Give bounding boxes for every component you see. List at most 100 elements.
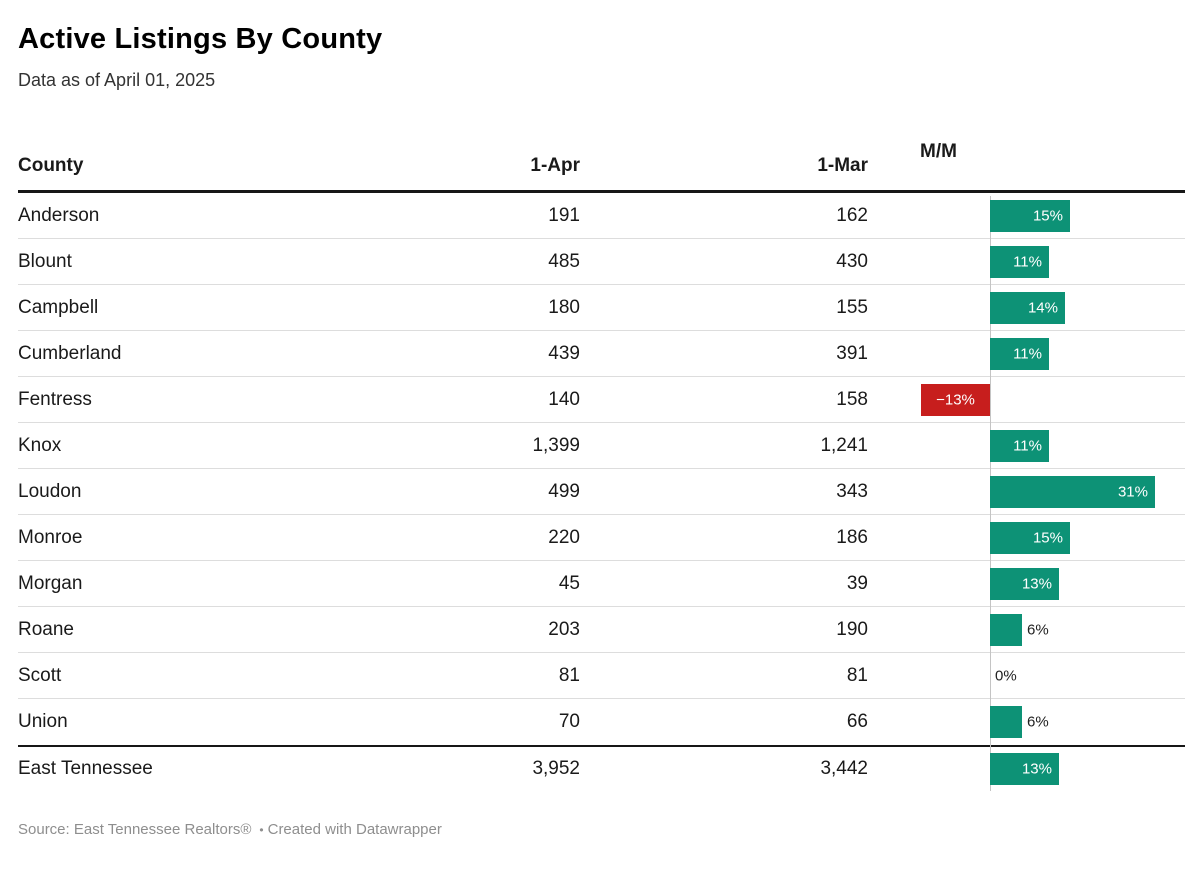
- mm-label: 15%: [1032, 529, 1063, 546]
- county-cell: Blount: [18, 250, 72, 272]
- positive-bar: 11%: [990, 245, 1049, 278]
- mar-value-cell: 155: [836, 296, 868, 318]
- table-row: Fentress 140 158 −13%: [18, 377, 1185, 423]
- table-row: Scott 81 81 0%: [18, 653, 1185, 699]
- county-cell: Roane: [18, 618, 74, 640]
- mar-value-cell: 3,442: [820, 758, 868, 779]
- footer-separator: •: [259, 823, 264, 837]
- mm-bar-cell: 31%: [868, 469, 1185, 514]
- mm-bar-cell: 6%: [868, 699, 1185, 745]
- apr-value-cell: 45: [558, 572, 580, 594]
- apr-value-cell: 203: [548, 618, 580, 640]
- table-row: Blount 485 430 11%: [18, 239, 1185, 285]
- apr-value-cell: 485: [548, 250, 580, 272]
- county-cell: Fentress: [18, 388, 92, 410]
- table-body: Anderson 191 162 15% Blount 485 430 11% Campbell…: [18, 193, 1185, 745]
- apr-value-cell: 1,399: [532, 434, 580, 456]
- positive-bar: [990, 613, 1022, 646]
- apr-value-cell: 191: [548, 204, 580, 226]
- footer: Source: East Tennessee Realtors® • Created…: [18, 821, 1185, 838]
- apr-value-cell: 439: [548, 342, 580, 364]
- mm-label: 11%: [1013, 345, 1042, 362]
- positive-bar: [990, 706, 1022, 738]
- table-row: Campbell 180 155 14%: [18, 285, 1185, 331]
- mm-label: 0%: [995, 667, 1017, 684]
- column-header-county: County: [18, 154, 84, 176]
- mar-value-cell: 186: [836, 526, 868, 548]
- table-row: Loudon 499 343 31%: [18, 469, 1185, 515]
- county-cell: Campbell: [18, 296, 99, 318]
- negative-bar: −13%: [921, 383, 990, 416]
- table-foot: East Tennessee 3,952 3,442 13%: [18, 745, 1185, 791]
- table-row: Union 70 66 6%: [18, 699, 1185, 745]
- county-cell: Anderson: [18, 204, 100, 226]
- mm-bar-cell: 11%: [868, 331, 1185, 376]
- county-cell: Loudon: [18, 480, 82, 502]
- mar-value-cell: 66: [846, 711, 868, 732]
- apr-value-cell: 81: [558, 664, 580, 686]
- positive-bar: 15%: [990, 521, 1070, 554]
- chart-subtitle: Data as of April 01, 2025: [18, 70, 216, 90]
- mar-value-cell: 81: [846, 664, 868, 686]
- apr-value-cell: 70: [558, 711, 580, 732]
- county-cell: Knox: [18, 434, 62, 456]
- mm-bar-cell: 11%: [868, 423, 1185, 468]
- column-header-apr: 1-Apr: [530, 154, 580, 176]
- mm-bar-cell: 6%: [868, 607, 1185, 652]
- column-header-mar: 1-Mar: [817, 154, 868, 176]
- table-header-row: County 1-Apr 1-Mar M/M: [18, 141, 1185, 193]
- table-row: Anderson 191 162 15%: [18, 193, 1185, 239]
- positive-bar: 13%: [990, 753, 1059, 785]
- total-row: East Tennessee 3,952 3,442 13%: [18, 745, 1185, 791]
- positive-bar: 14%: [990, 291, 1065, 324]
- county-cell: Morgan: [18, 572, 83, 594]
- apr-value-cell: 499: [548, 480, 580, 502]
- positive-bar: 11%: [990, 337, 1049, 370]
- mm-label: 14%: [1027, 299, 1058, 316]
- datawrapper-credit: Created with Datawrapper: [267, 821, 442, 838]
- mm-bar-cell: 15%: [868, 515, 1185, 560]
- mar-value-cell: 343: [836, 480, 868, 502]
- mm-label: 11%: [1013, 253, 1042, 270]
- column-header-mm: M/M: [920, 141, 957, 162]
- table-row: Cumberland 439 391 11%: [18, 331, 1185, 377]
- positive-bar: 31%: [990, 475, 1155, 508]
- mm-bar-cell: 0%: [868, 653, 1185, 698]
- mar-value-cell: 430: [836, 250, 868, 272]
- table-row: Monroe 220 186 15%: [18, 515, 1185, 561]
- source-text: Source: East Tennessee Realtors®: [18, 821, 252, 838]
- positive-bar: 11%: [990, 429, 1049, 462]
- table-row: Roane 203 190 6%: [18, 607, 1185, 653]
- mm-label: 11%: [1013, 437, 1042, 454]
- mm-label: 31%: [1117, 483, 1148, 500]
- county-cell: East Tennessee: [18, 758, 153, 779]
- mar-value-cell: 391: [836, 342, 868, 364]
- county-cell: Monroe: [18, 526, 83, 548]
- county-cell: Union: [18, 711, 68, 732]
- mm-bar-cell: 13%: [868, 561, 1185, 606]
- mm-label: −13%: [936, 391, 975, 408]
- county-cell: Cumberland: [18, 342, 122, 364]
- mm-label: 6%: [1027, 713, 1049, 731]
- mar-value-cell: 162: [836, 204, 868, 226]
- mar-value-cell: 1,241: [820, 434, 868, 456]
- mm-bar-cell: 14%: [868, 285, 1185, 330]
- chart-title: Active Listings By County: [18, 23, 383, 55]
- mar-value-cell: 190: [836, 618, 868, 640]
- positive-bar: 13%: [990, 567, 1059, 600]
- mm-label: 13%: [1021, 760, 1052, 778]
- county-cell: Scott: [18, 664, 62, 686]
- mm-bar-cell: 13%: [868, 747, 1185, 791]
- mm-bar-cell: −13%: [868, 377, 1185, 422]
- apr-value-cell: 180: [548, 296, 580, 318]
- apr-value-cell: 220: [548, 526, 580, 548]
- mar-value-cell: 39: [846, 572, 868, 594]
- table-row: Morgan 45 39 13%: [18, 561, 1185, 607]
- mar-value-cell: 158: [836, 388, 868, 410]
- mm-label: 13%: [1021, 575, 1052, 592]
- mm-label: 15%: [1032, 207, 1063, 224]
- mm-label: 6%: [1027, 621, 1049, 638]
- apr-value-cell: 140: [548, 388, 580, 410]
- positive-bar: 15%: [990, 199, 1070, 232]
- apr-value-cell: 3,952: [532, 758, 580, 779]
